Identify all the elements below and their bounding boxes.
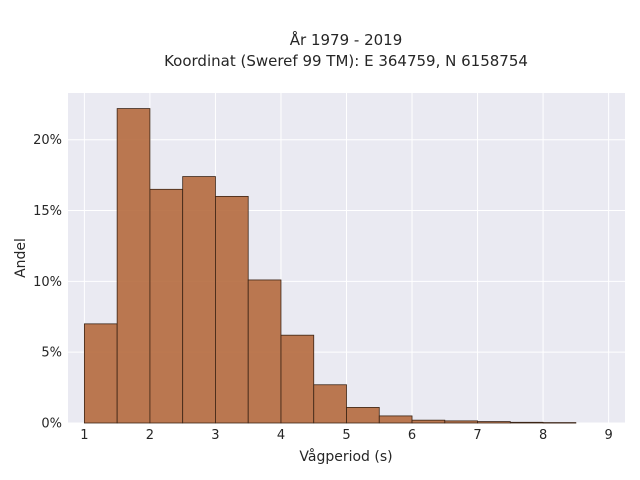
chart-title-line-2: Koordinat (Sweref 99 TM): E 364759, N 61… bbox=[164, 52, 528, 70]
y-tick-label: 0% bbox=[41, 417, 62, 432]
y-tick-label: 5% bbox=[41, 346, 62, 361]
histogram-bar bbox=[509, 421, 544, 424]
x-tick-label: 6 bbox=[408, 428, 416, 443]
y-tick-label: 20% bbox=[33, 133, 62, 148]
histogram-bar bbox=[116, 108, 151, 424]
histogram-bar bbox=[542, 422, 577, 424]
y-axis-label: Andel bbox=[13, 238, 29, 278]
histogram-bar bbox=[313, 384, 347, 424]
histogram-bar bbox=[280, 334, 315, 424]
histogram-bar bbox=[182, 176, 216, 424]
histogram-bar bbox=[83, 323, 118, 424]
x-tick-label: 8 bbox=[539, 428, 547, 443]
histogram-bar bbox=[247, 279, 282, 424]
histogram-bar bbox=[477, 421, 511, 424]
histogram-bar bbox=[378, 415, 413, 424]
x-axis-label: Vågperiod (s) bbox=[299, 448, 392, 465]
x-tick-label: 2 bbox=[146, 428, 154, 443]
x-tick-label: 1 bbox=[80, 428, 88, 443]
x-tick-label: 7 bbox=[473, 428, 481, 443]
x-axis-ticks: 1 2 3 4 5 6 7 8 9 bbox=[80, 428, 613, 443]
y-axis-ticks: 0% 5% 10% 15% 20% bbox=[33, 133, 62, 431]
histogram-bars bbox=[83, 108, 577, 424]
x-tick-label: 5 bbox=[342, 428, 350, 443]
histogram-bar bbox=[444, 420, 478, 424]
x-tick-label: 3 bbox=[211, 428, 219, 443]
y-tick-label: 15% bbox=[33, 204, 62, 219]
x-tick-label: 4 bbox=[277, 428, 285, 443]
histogram-bar bbox=[346, 407, 380, 424]
y-tick-label: 10% bbox=[33, 275, 62, 290]
chart-title-line-1: År 1979 - 2019 bbox=[290, 30, 403, 49]
histogram-bar bbox=[215, 195, 249, 424]
histogram-bar bbox=[411, 419, 446, 424]
histogram-bar bbox=[149, 188, 184, 424]
x-tick-label: 9 bbox=[604, 428, 612, 443]
